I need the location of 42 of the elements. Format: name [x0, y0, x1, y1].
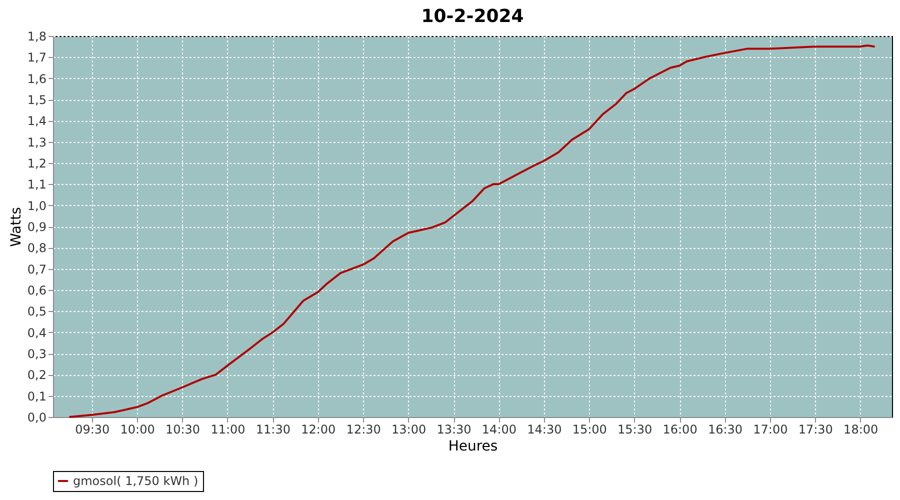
x-tick-label: 14:30 — [527, 422, 562, 436]
x-tick-label: 12:30 — [346, 422, 381, 436]
x-tick-label: 10:00 — [120, 422, 155, 436]
x-tick-label: 17:30 — [798, 422, 833, 436]
y-tick-label: 0,5 — [27, 304, 46, 319]
x-tick-label: 13:00 — [392, 422, 426, 436]
y-tick-label: 1,3 — [27, 135, 46, 150]
y-tick-label: 0,7 — [27, 262, 46, 276]
x-tick-label: 18:00 — [844, 422, 878, 436]
x-tick-label: 10:30 — [165, 422, 200, 436]
y-tick-label: 0,6 — [27, 284, 46, 298]
x-tick-label: 14:00 — [482, 422, 517, 436]
y-tick-label: 0,0 — [27, 410, 46, 424]
y-tick-label: 1,6 — [27, 72, 46, 86]
x-tick-label: 17:00 — [753, 422, 788, 436]
x-tick-label: 16:00 — [662, 422, 698, 436]
x-tick-label: 09:30 — [75, 422, 110, 436]
x-tick-label: 15:00 — [572, 422, 607, 436]
line-series — [68, 44, 876, 418]
x-tick-label: 11:00 — [210, 422, 246, 436]
y-tick-label: 1,2 — [27, 156, 46, 170]
x-axis-title: Heures — [448, 438, 498, 454]
x-tick-label: 12:00 — [301, 422, 336, 436]
x-tick-label: 16:30 — [708, 422, 743, 436]
y-tick-label: 0,8 — [27, 241, 46, 256]
y-tick-label: 1,5 — [27, 93, 46, 107]
y-tick-label: 0,4 — [27, 326, 46, 340]
y-axis-title: Watts — [8, 207, 24, 247]
y-tick-label: 1,7 — [27, 50, 46, 65]
y-tick-label: 0,3 — [27, 347, 46, 361]
y-tick-label: 0,2 — [27, 368, 46, 382]
y-tick-label: 0,1 — [27, 389, 46, 404]
y-tick-label: 1,4 — [27, 114, 46, 128]
x-tick-label: 15:30 — [618, 422, 652, 436]
x-tick-label: 11:30 — [256, 422, 290, 436]
legend-label: gmosol( 1,750 kWh ) — [73, 474, 198, 488]
x-tick-label: 13:30 — [436, 422, 472, 436]
y-tick-label: 1,8 — [27, 30, 46, 44]
y-tick-label: 1,0 — [27, 198, 46, 213]
y-tick-label: 1,1 — [27, 178, 46, 192]
y-tick-label: 0,9 — [27, 220, 46, 234]
chart-title: 10-2-2024 — [421, 6, 524, 27]
